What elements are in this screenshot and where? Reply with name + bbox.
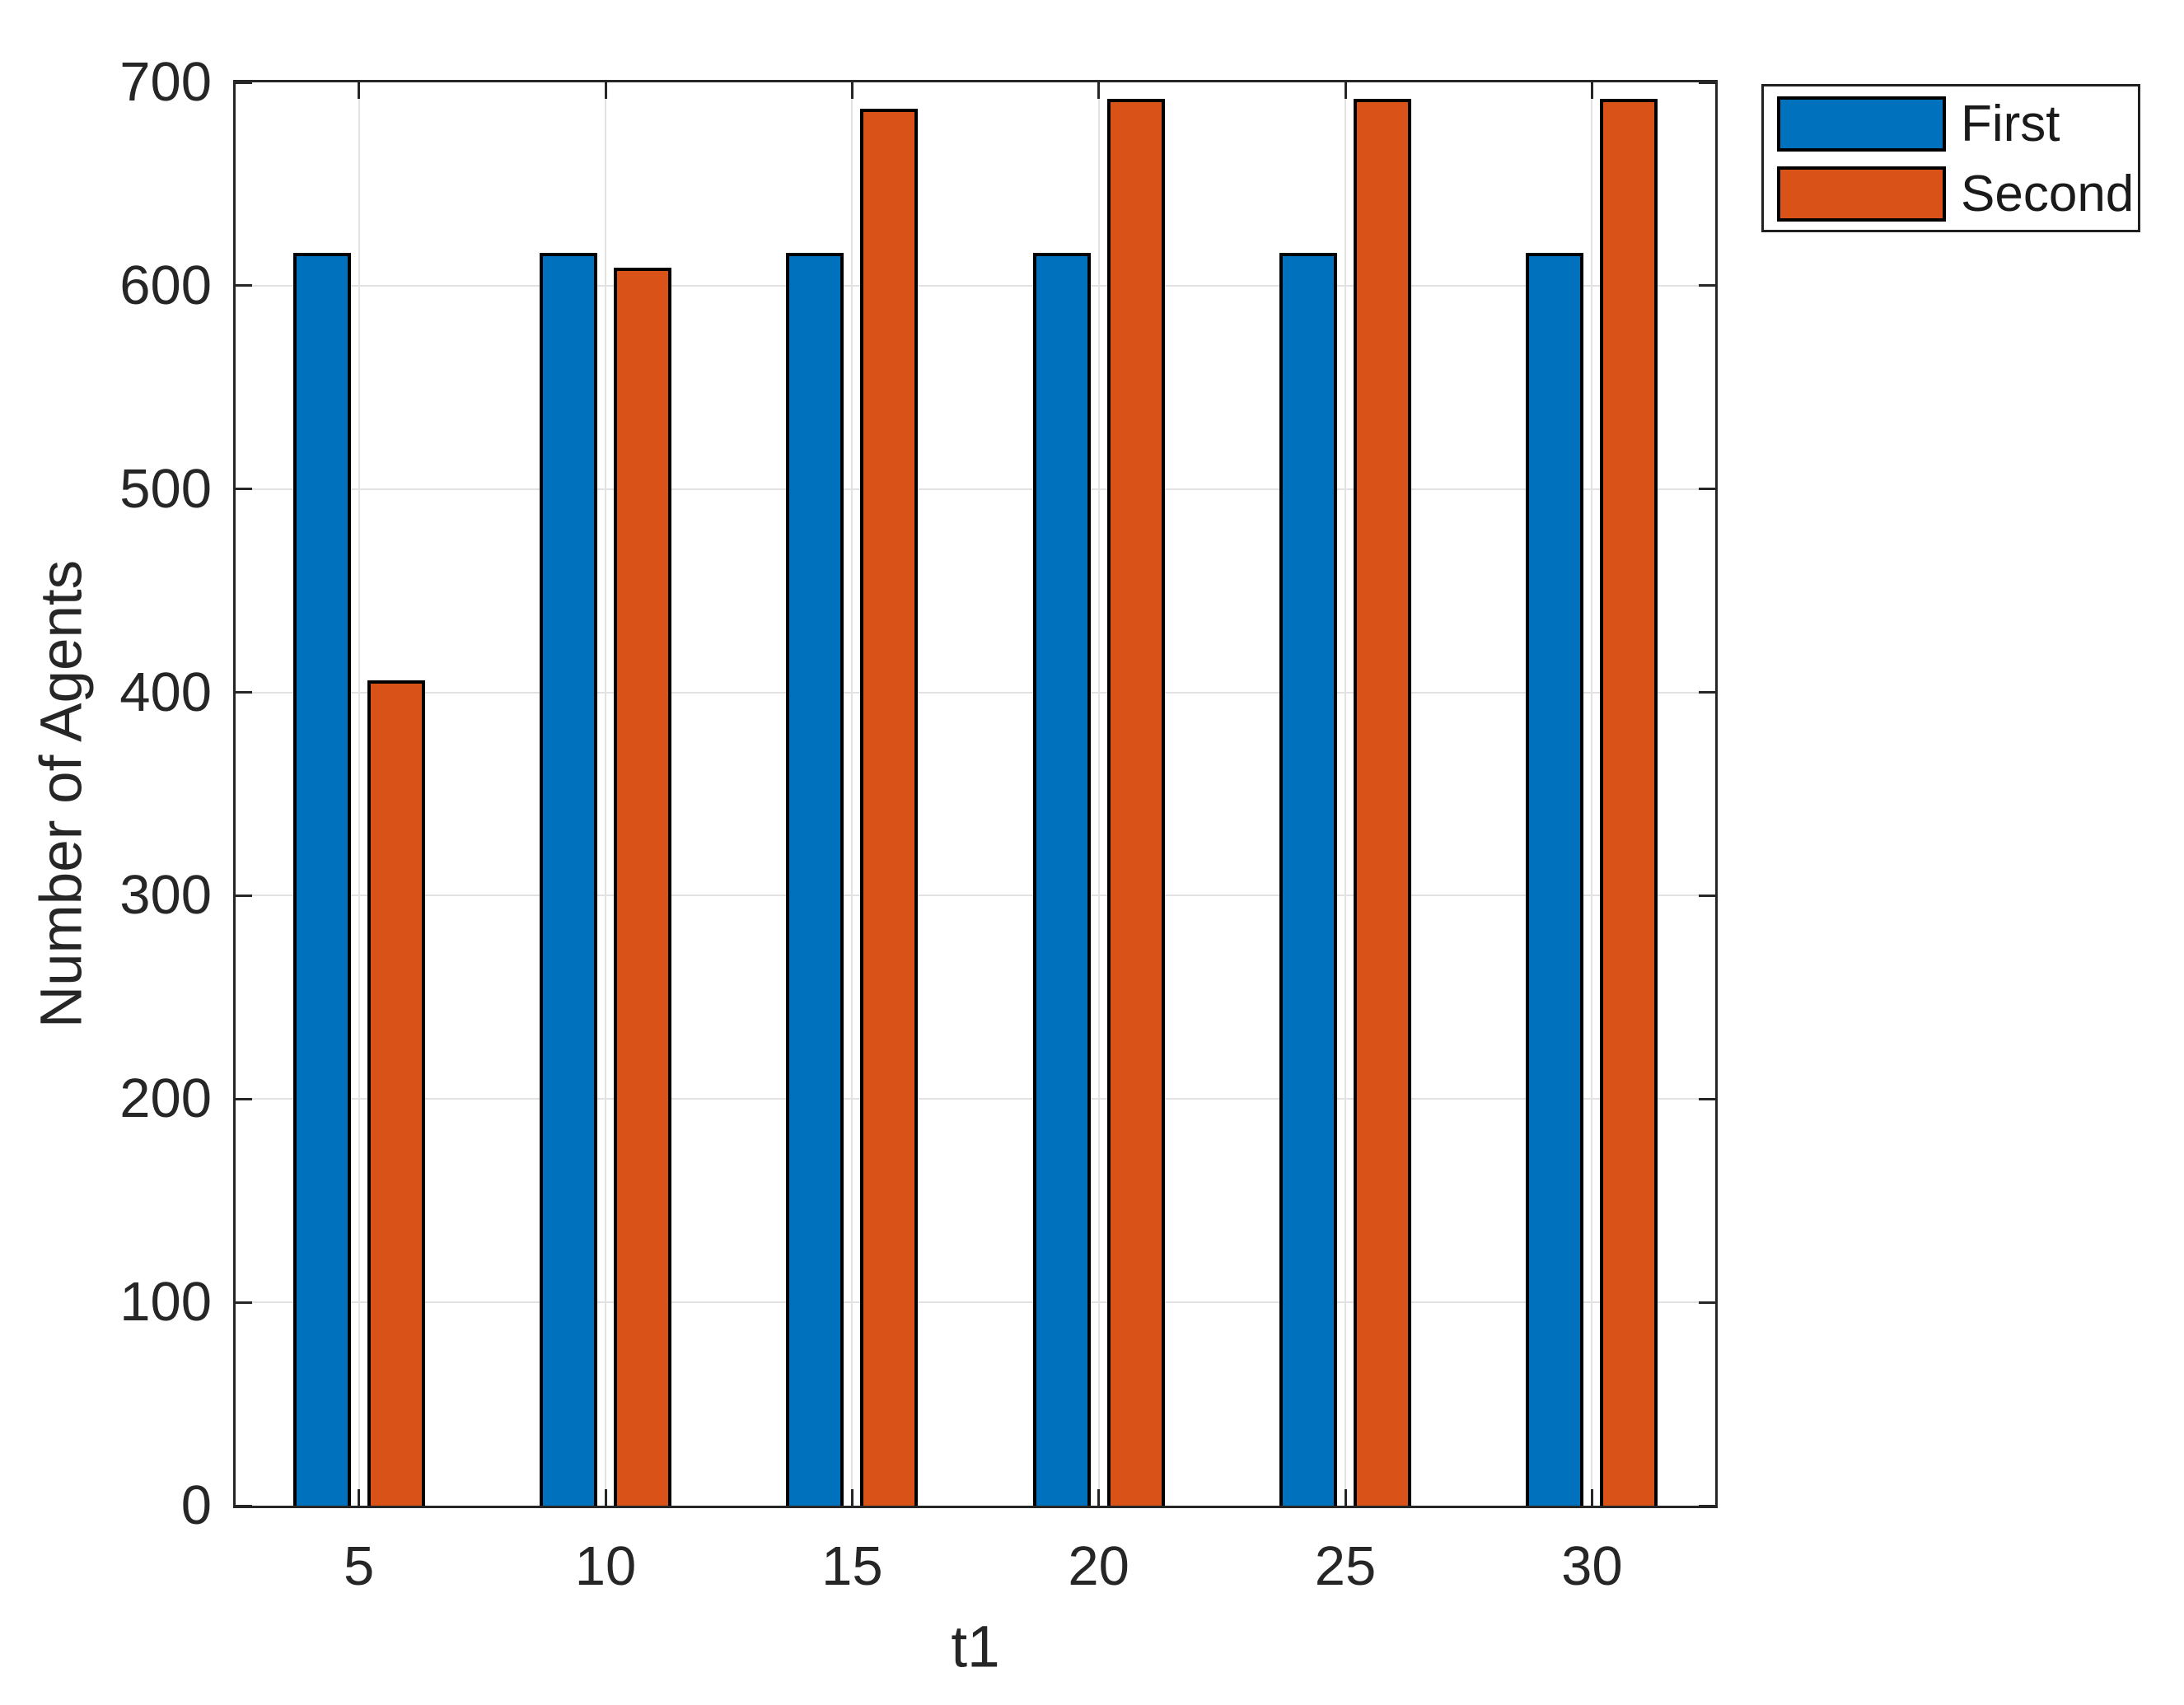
x-tick-mark-top [358,82,361,99]
y-tick-mark [236,1504,252,1507]
y-tick-mark [236,81,252,84]
vertical-gridline [358,82,360,1506]
y-tick-label: 400 [119,661,212,723]
plot-area [233,80,1718,1508]
x-tick-mark [850,1489,853,1506]
bar-first-30 [1526,253,1584,1506]
y-tick-label: 600 [119,254,212,316]
bar-first-5 [292,253,351,1506]
legend: First Second [1761,84,2140,232]
x-tick-mark [1590,1489,1593,1506]
legend-label-second: Second [1961,166,2135,222]
x-tick-mark-top [1097,82,1101,99]
x-tick-mark [1097,1489,1101,1506]
bar-first-15 [786,253,844,1506]
bar-first-10 [540,253,597,1506]
x-tick-mark-top [1344,82,1347,99]
y-tick-label: 200 [119,1067,212,1130]
y-tick-mark [236,488,252,491]
y-tick-mark [236,284,252,287]
y-tick-label: 100 [119,1271,212,1334]
y-tick-mark-right [1699,691,1715,694]
y-tick-mark [236,894,252,897]
bar-second-20 [1106,98,1165,1506]
y-tick-mark [236,691,252,694]
horizontal-gridline [236,284,1715,287]
vertical-gridline [1591,82,1593,1506]
vertical-gridline [1097,82,1100,1506]
x-tick-label: 20 [1068,1535,1129,1597]
y-axis-label: Number of Agents [29,559,95,1029]
y-tick-label: 500 [119,457,212,520]
y-tick-mark-right [1699,488,1715,491]
x-tick-label: 15 [821,1535,883,1597]
y-tick-mark-right [1699,81,1715,84]
x-tick-mark-top [850,82,853,99]
vertical-gridline [605,82,606,1506]
legend-label-first: First [1961,96,2060,152]
x-tick-mark [1344,1489,1347,1506]
bar-first-25 [1279,253,1337,1506]
y-tick-mark-right [1699,1301,1715,1304]
y-tick-mark-right [1699,1504,1715,1507]
x-tick-label: 25 [1314,1535,1377,1597]
x-tick-mark-top [1590,82,1593,99]
x-tick-label: 5 [344,1535,375,1597]
bar-second-10 [614,267,671,1506]
y-tick-mark [236,1301,252,1304]
horizontal-gridline [236,691,1715,694]
bar-second-15 [860,109,919,1506]
bar-second-5 [367,680,425,1506]
y-tick-label: 300 [119,864,212,927]
x-tick-mark-top [604,82,607,99]
y-tick-mark [236,1097,252,1100]
x-tick-label: 10 [574,1535,637,1597]
horizontal-gridline [236,1098,1715,1100]
x-tick-label: 30 [1561,1535,1623,1597]
y-tick-label: 0 [180,1474,212,1536]
legend-swatch-first [1777,96,1946,152]
x-tick-mark [604,1489,607,1506]
bar-first-20 [1032,253,1091,1506]
y-tick-label: 700 [119,51,212,113]
bar-second-25 [1354,98,1411,1506]
y-tick-mark-right [1699,894,1715,897]
vertical-gridline [851,82,853,1506]
horizontal-gridline [236,895,1715,897]
vertical-gridline [1345,82,1346,1506]
y-tick-mark-right [1699,284,1715,287]
horizontal-gridline [236,488,1715,490]
x-tick-mark [358,1489,361,1506]
horizontal-gridline [236,1301,1715,1304]
y-tick-mark-right [1699,1097,1715,1100]
bar-second-30 [1600,98,1658,1506]
legend-swatch-second [1777,166,1946,222]
x-axis-label: t1 [951,1614,1000,1680]
